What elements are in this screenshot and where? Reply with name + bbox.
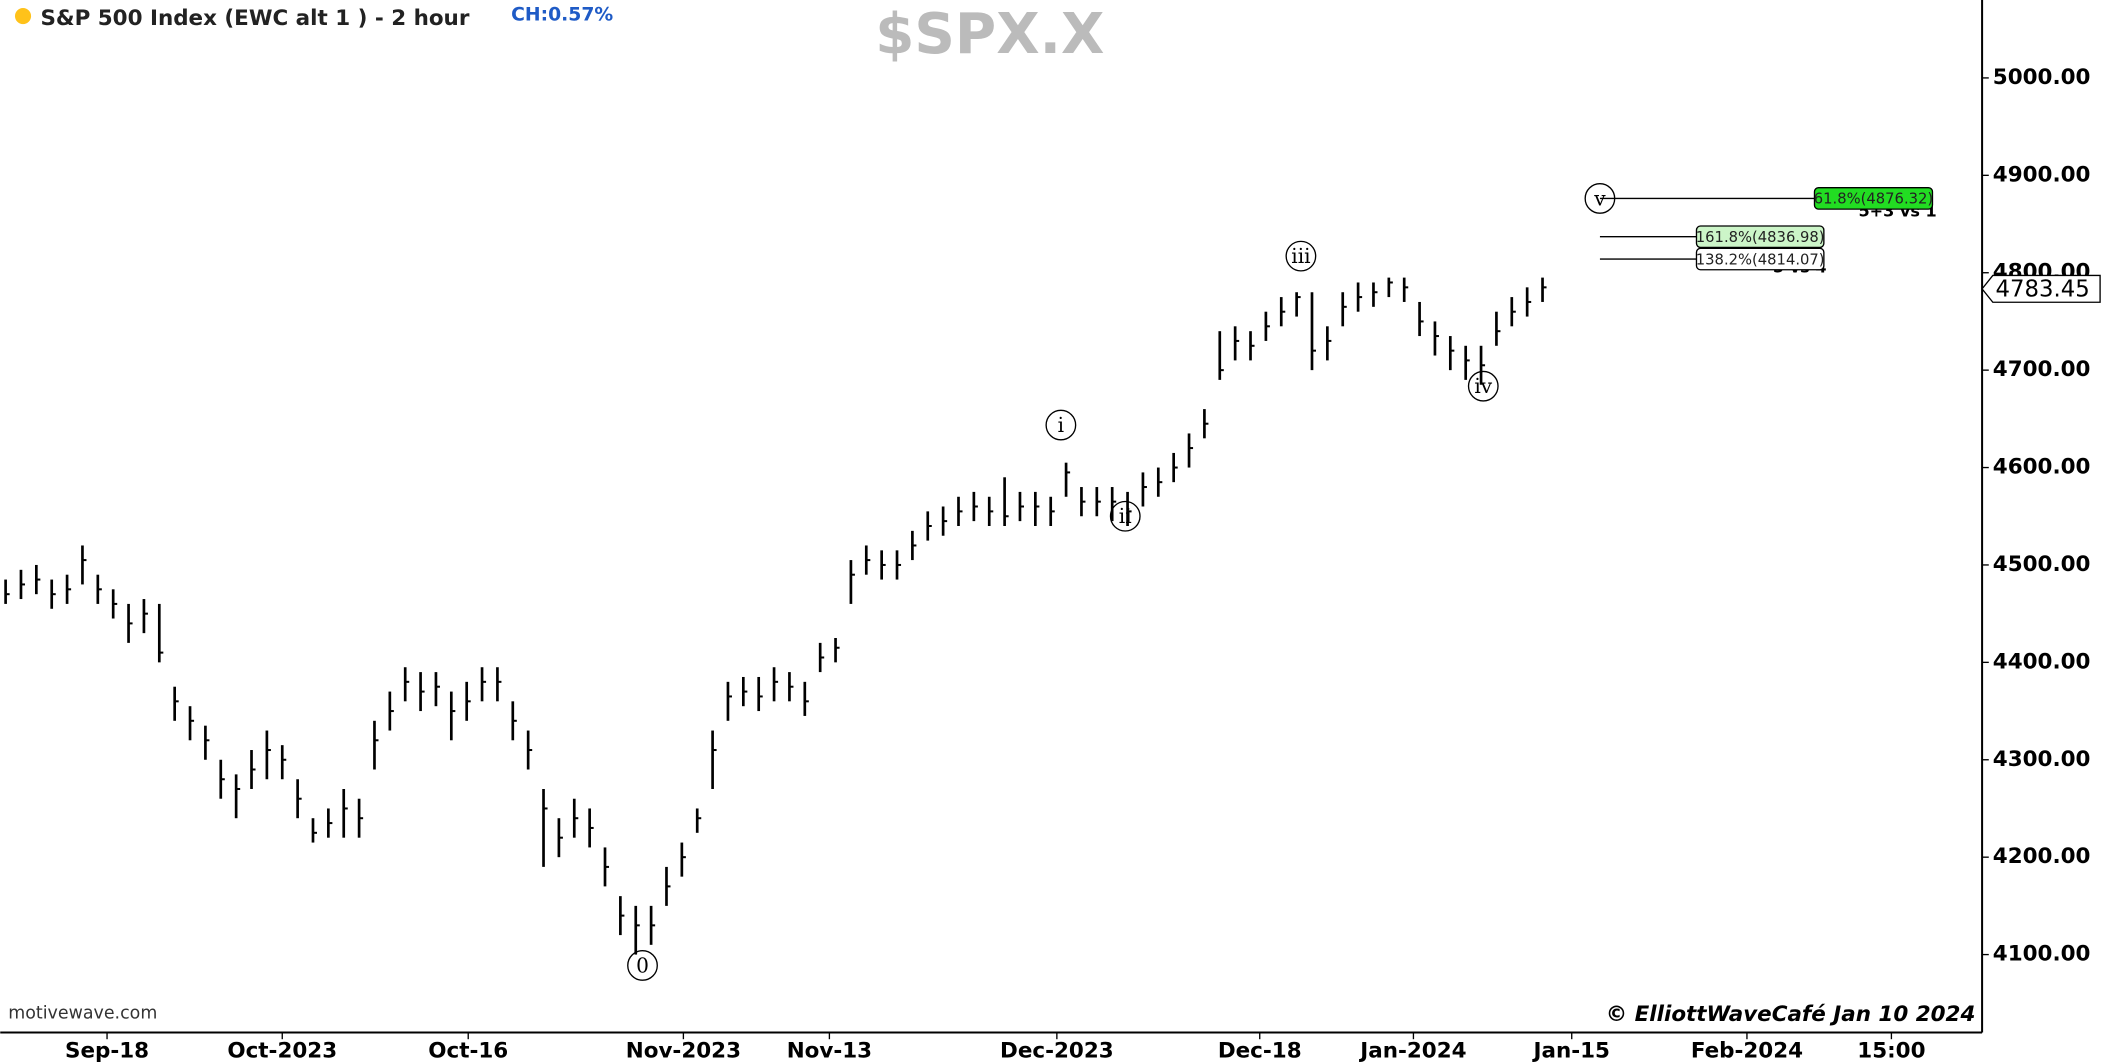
x-tick-label: Jan-15 <box>1532 1038 1610 1062</box>
fib-label: 138.2%(4814.07) <box>1696 251 1825 268</box>
wave-circle <box>1285 240 1317 272</box>
fib-box <box>1695 225 1825 249</box>
fib-label: 161.8%(4836.98) <box>1696 229 1825 246</box>
wave-circle <box>1467 370 1499 402</box>
wave-label: iii <box>1291 244 1310 268</box>
x-tick-label: Jan-2024 <box>1358 1038 1466 1062</box>
x-tick-label: Oct-16 <box>428 1038 508 1062</box>
y-tick-label: 4300.00 <box>1993 747 2091 772</box>
site-watermark: motivewave.com <box>8 1004 157 1024</box>
fib-box <box>1695 247 1825 271</box>
x-tick-label: Nov-13 <box>787 1038 872 1062</box>
y-tick-label: 4100.00 <box>1993 942 2091 967</box>
wave-label: i <box>1058 413 1064 437</box>
last-price-box <box>1981 274 2101 303</box>
wave-circle <box>1109 500 1141 532</box>
y-tick-label: 4400.00 <box>1993 649 2091 674</box>
wave-label: v <box>1593 186 1606 210</box>
x-tick-label: Nov-2023 <box>626 1038 741 1062</box>
fib-label: 61.8%(4876.32) <box>1814 191 1933 208</box>
change-label: CH:0.57% <box>511 4 613 25</box>
y-tick-label: 4700.00 <box>1993 357 2091 382</box>
x-tick-label: Dec-2023 <box>1000 1038 1114 1062</box>
wave-circle <box>1045 409 1077 441</box>
chart-title: S&P 500 Index (EWC alt 1 ) - 2 hour <box>40 6 469 31</box>
symbol-watermark: $SPX.X <box>875 2 1104 67</box>
y-tick-label: 4900.00 <box>1993 162 2091 187</box>
y-tick-label: 4500.00 <box>1993 552 2091 577</box>
status-dot <box>14 8 32 25</box>
wave-label: 0 <box>636 953 649 977</box>
x-tick-label: Feb-2024 <box>1691 1038 1803 1062</box>
x-tick-label: Sep-18 <box>65 1038 149 1062</box>
y-tick-label: 5000.00 <box>1993 65 2091 90</box>
wave-label: iv <box>1474 374 1492 398</box>
x-tick-label: Dec-18 <box>1218 1038 1302 1062</box>
x-tick-label: Oct-2023 <box>227 1038 337 1062</box>
copyright: © ElliottWaveCafé Jan 10 2024 <box>1606 1002 1976 1027</box>
fib-box <box>1813 186 1934 210</box>
wave-circle <box>627 950 658 981</box>
y-tick-label: 4600.00 <box>1993 455 2091 480</box>
last-price-label: 4783.45 <box>1996 277 2090 303</box>
x-tick-label: 15:00 <box>1857 1038 1925 1062</box>
y-tick-label: 4200.00 <box>1993 844 2091 869</box>
wave-label: ii <box>1119 504 1132 528</box>
